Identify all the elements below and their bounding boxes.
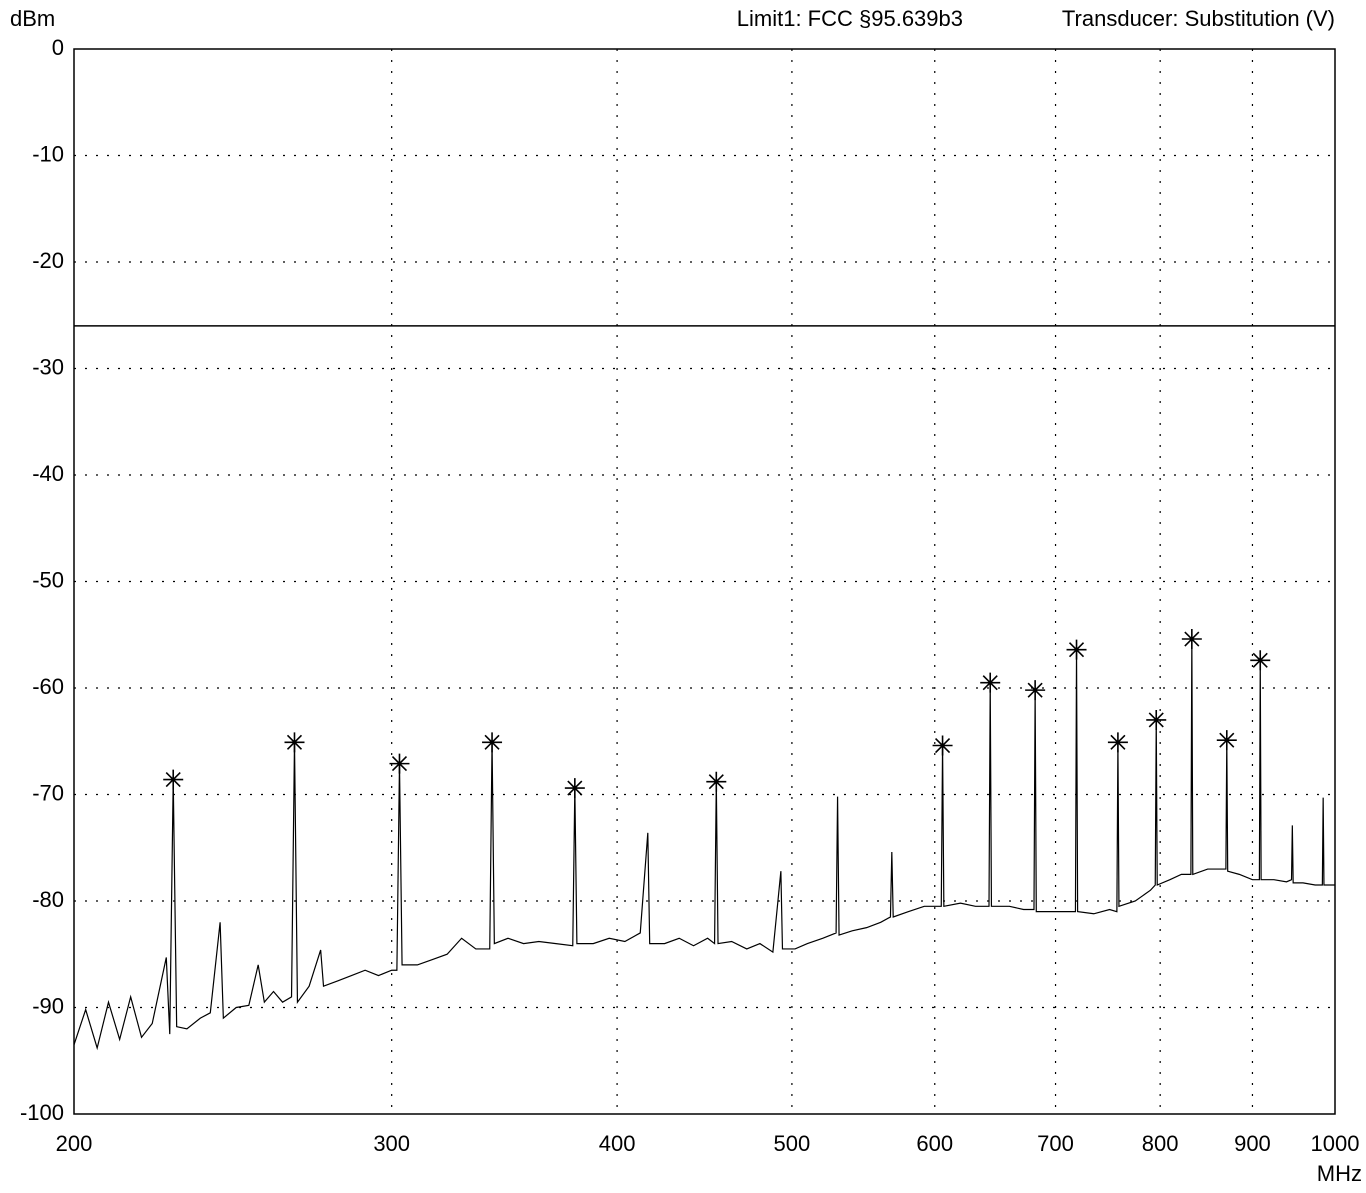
plot-frame [73,48,1336,1115]
y-tick-label: 0 [52,35,64,60]
y-tick-label: -80 [32,887,64,912]
peak-marker [1250,650,1271,671]
x-tick-label: 300 [373,1131,410,1156]
x-tick-label: 500 [774,1131,811,1156]
x-axis-label: MHz [1317,1161,1362,1186]
y-tick-label: -100 [20,1100,64,1125]
x-tick-label: 700 [1037,1131,1074,1156]
x-tick-label: 800 [1142,1131,1179,1156]
y-tick-label: -70 [32,780,64,805]
peak-marker [980,672,1001,693]
peak-marker [1146,709,1167,730]
x-tick-label: 900 [1234,1131,1271,1156]
y-tick-label: -10 [32,141,64,166]
y-tick-label: -90 [32,993,64,1018]
y-tick-label: -30 [32,354,64,379]
peak-marker [1025,680,1046,701]
x-tick-label: 600 [916,1131,953,1156]
peak-marker [482,732,503,753]
y-tick-label: -40 [32,461,64,486]
transducer-label: Transducer: Substitution (V) [1062,6,1335,31]
peak-marker [1107,732,1128,753]
limit-label: Limit1: FCC §95.639b3 [737,6,963,31]
x-tick-label: 1000 [1311,1131,1360,1156]
x-tick-label: 200 [56,1131,93,1156]
y-tick-label: -60 [32,674,64,699]
y-axis-label: dBm [10,6,55,31]
y-tick-label: -20 [32,248,64,273]
trace [73,639,1335,1051]
peak-marker [389,753,410,774]
peak-marker [706,771,727,792]
y-tick-label: -50 [32,567,64,592]
peak-marker [284,732,305,753]
peak-marker [163,769,184,790]
x-tick-label: 400 [599,1131,636,1156]
peak-marker [564,778,585,799]
peak-marker [1181,629,1202,650]
peak-marker [1216,730,1237,751]
peak-marker [1066,639,1087,660]
peak-marker [932,735,953,756]
